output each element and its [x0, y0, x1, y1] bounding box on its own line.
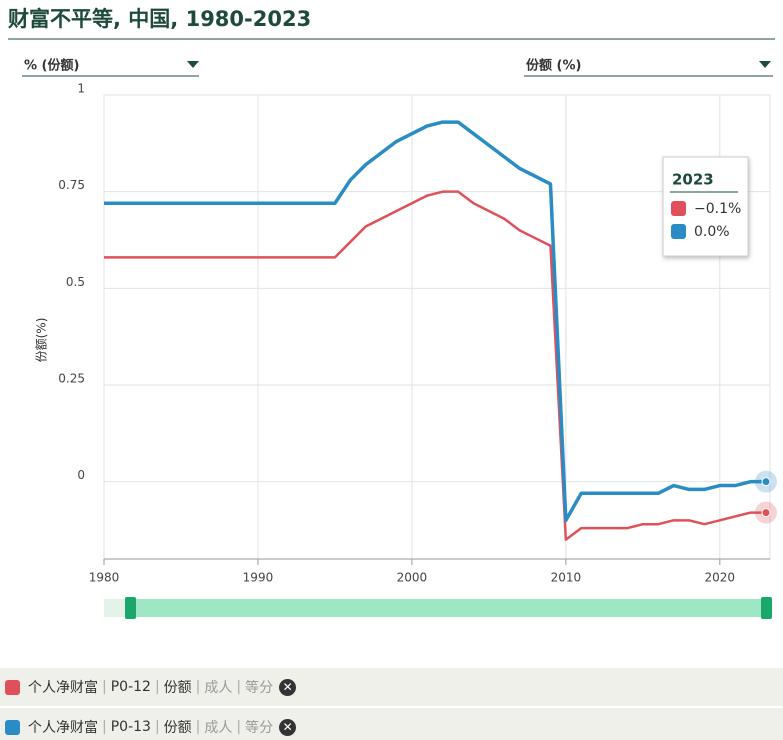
separator: |	[195, 719, 201, 735]
range-handle[interactable]	[761, 597, 772, 619]
x-tick-label: 1980	[89, 571, 120, 585]
range-handle[interactable]	[125, 597, 136, 619]
legend-swatch	[5, 719, 20, 735]
legend-tag: 等分	[245, 680, 274, 696]
tooltip-title: 2023	[672, 171, 714, 189]
legend: 个人净财富 | P0-12 | 份额 | 成人 | 等分 ✕ 个人净财富 | P0-13 | 份额 | 成人 | 等…	[0, 668, 783, 740]
x-tick-label: 2010	[551, 571, 582, 585]
tooltip-box	[662, 156, 749, 257]
legend-tag: 成人	[204, 720, 233, 736]
legend-name: 个人净财富	[28, 720, 98, 736]
tooltip-swatch	[671, 224, 686, 239]
y-tick-label: 0	[77, 468, 85, 482]
y-tick-label: 0.25	[58, 372, 85, 386]
separator: |	[236, 679, 242, 695]
legend-swatch	[5, 679, 20, 695]
chart-title: 财富不平等, 中国, 1980-2023	[8, 7, 311, 31]
tooltip: 2023 −0.1% 0.0%	[662, 156, 749, 257]
selector-label: % (份额)	[24, 58, 79, 74]
separator: |	[236, 719, 242, 735]
legend-tag: 份额	[163, 680, 192, 696]
end-point	[761, 508, 771, 518]
separator: |	[195, 679, 201, 695]
legend-item[interactable]: 个人净财富 | P0-12 | 份额 | 成人 | 等分 ✕	[0, 668, 783, 707]
y-tick-label: 0.75	[58, 178, 85, 192]
separator: |	[102, 679, 107, 695]
legend-tag: 等分	[245, 720, 274, 736]
remove-button[interactable]: ✕	[279, 718, 297, 736]
legend-tag: P0-12	[110, 679, 151, 695]
legend-tag: 成人	[204, 680, 233, 696]
y-tick-label: 1	[77, 82, 85, 96]
x-tick-label: 2000	[397, 571, 428, 585]
dropdown-arrow	[759, 61, 771, 68]
end-point	[761, 477, 771, 487]
y-tick-label: 0.5	[66, 275, 85, 289]
range-selection[interactable]	[130, 599, 767, 617]
legend-tag: P0-13	[110, 719, 151, 735]
remove-button[interactable]: ✕	[279, 678, 297, 696]
dropdown-arrow	[187, 61, 199, 68]
separator: |	[102, 719, 107, 735]
series-line	[104, 120, 766, 523]
x-tick-label: 2020	[705, 571, 736, 585]
tooltip-value: −0.1%	[694, 201, 741, 217]
left-selector[interactable]: % (份额)	[22, 58, 199, 77]
tooltip-swatch	[671, 201, 686, 216]
right-selector[interactable]: 份额 (%)	[524, 58, 773, 77]
y-axis-label: 份额(%)	[35, 318, 49, 363]
separator: |	[154, 679, 160, 695]
selector-label: 份额 (%)	[526, 58, 581, 74]
separator: |	[154, 719, 160, 735]
legend-item[interactable]: 个人净财富 | P0-13 | 份额 | 成人 | 等分 ✕	[0, 708, 783, 740]
legend-tag: 份额	[163, 720, 192, 736]
series-line	[104, 190, 766, 541]
tooltip-value: 0.0%	[694, 224, 730, 240]
legend-name: 个人净财富	[28, 680, 98, 696]
x-tick-label: 1990	[243, 571, 274, 585]
